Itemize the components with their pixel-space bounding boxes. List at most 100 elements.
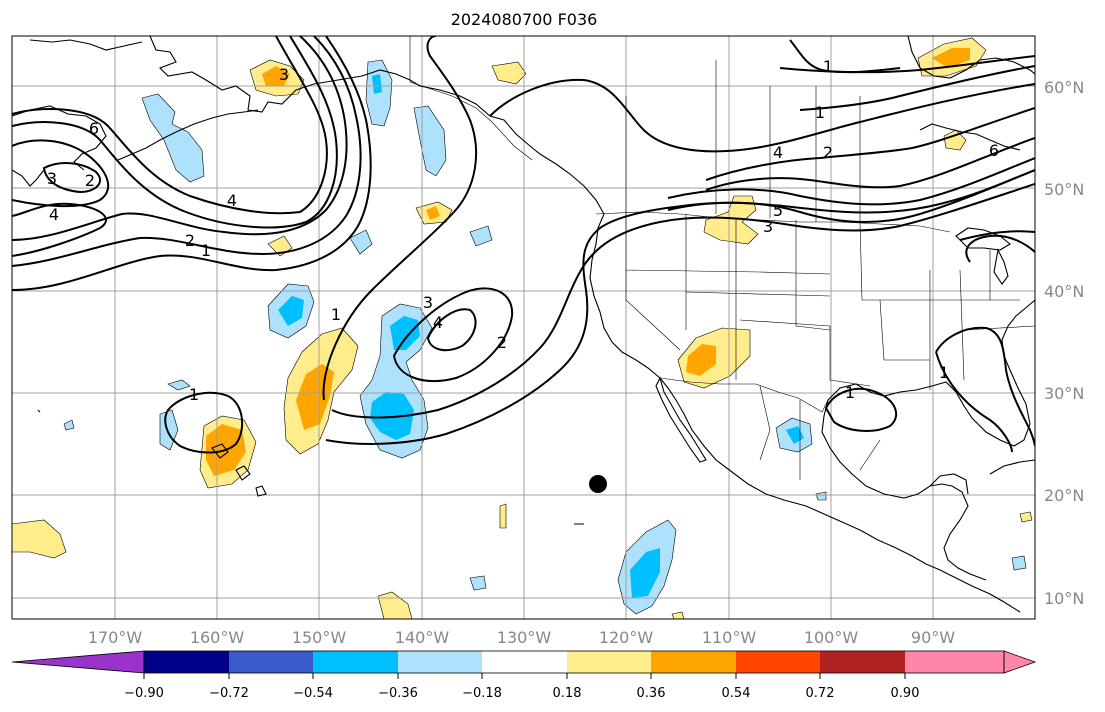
contour-line	[12, 139, 110, 208]
contour-line	[42, 162, 101, 194]
contour-line	[667, 169, 1035, 223]
contour-label: 3	[47, 169, 57, 188]
contour-line	[959, 230, 1035, 241]
colorbar-tick-label: −0.54	[293, 686, 333, 701]
lon-label: 140°W	[395, 628, 450, 647]
contour-line	[489, 78, 1035, 153]
shaded-regions	[12, 37, 1033, 619]
contour-label: 2	[85, 171, 95, 190]
shade-positive-mid	[932, 48, 970, 68]
contour-label: 3	[763, 217, 773, 236]
political-borders	[409, 36, 1035, 480]
colorbar-tick-label: −0.72	[209, 686, 249, 701]
longitude-labels: 170°W 160°W 150°W 140°W 130°W 120°W 110°…	[88, 628, 955, 647]
lake-superior	[955, 227, 1011, 251]
lat-label: 20°N	[1044, 486, 1084, 505]
contour-label: 5	[773, 201, 783, 220]
colorbar-tick-labels: −0.90 −0.72 −0.54 −0.36 −0.18 0.18 0.36 …	[124, 686, 919, 701]
shade-negative-mid	[630, 548, 660, 598]
coastline-gulf	[827, 299, 1035, 447]
colorbar-tick-label: −0.18	[462, 686, 502, 701]
lake-michigan	[993, 248, 1009, 285]
lon-label: 170°W	[88, 628, 143, 647]
coastline-hudson-south	[919, 123, 1021, 151]
contour-line	[325, 169, 1035, 445]
colorbar-tick-label: 0.90	[891, 686, 920, 701]
contour-label: 3	[279, 65, 289, 84]
colorbar-tick-label: 0.18	[553, 686, 582, 701]
contour-line	[331, 183, 1035, 419]
colorbar-tick-label: 0.54	[722, 686, 751, 701]
shade-negative-light	[167, 379, 191, 391]
contour-line	[12, 36, 348, 241]
lon-label: 160°W	[190, 628, 245, 647]
shade-negative-mid	[278, 296, 304, 326]
colorbar-segment	[398, 651, 482, 673]
contour-label: 2	[497, 333, 507, 352]
colorbar-segment	[736, 651, 820, 673]
shade-negative-light	[141, 93, 205, 183]
contour-label: 1	[189, 385, 199, 404]
border-states	[625, 212, 1035, 390]
shade-positive-light	[671, 611, 685, 619]
contour-line	[12, 202, 107, 257]
coastline-chukotka	[29, 39, 143, 51]
shade-positive-mid	[262, 66, 290, 86]
shade-positive-light	[703, 195, 759, 245]
contour-line	[789, 39, 901, 74]
border-alaska-canada	[409, 36, 533, 161]
shade-negative-mid	[372, 74, 382, 94]
lon-label: 120°W	[599, 628, 654, 647]
island-small	[37, 409, 584, 525]
colorbar-extend-left	[11, 650, 145, 674]
contour-line	[12, 36, 338, 229]
colorbar-tick-label: 0.72	[806, 686, 835, 701]
contour-label: 1	[331, 305, 341, 324]
shade-positive-light	[1019, 511, 1033, 523]
contour-line	[935, 326, 1035, 453]
coastline-mexico-east	[821, 399, 987, 581]
contour-line	[164, 391, 244, 454]
contour-line	[705, 107, 1035, 181]
contour-label: 6	[89, 119, 99, 138]
coastline-siberia	[12, 105, 107, 171]
colorbar-segment	[820, 651, 905, 673]
shade-positive-mid	[426, 206, 440, 220]
latitude-labels: 60°N 50°N 40°N 30°N 20°N 10°N	[1044, 78, 1084, 608]
colorbar-segment	[229, 651, 313, 673]
contour-line	[12, 36, 362, 267]
coastline-kamchatka	[12, 169, 45, 187]
contour-label: 6	[989, 141, 999, 160]
contour-line	[824, 387, 898, 432]
colorbar-tick-label: 0.36	[637, 686, 666, 701]
lon-label: 130°W	[497, 628, 552, 647]
contour-label: 2	[185, 231, 195, 250]
contour-line	[426, 308, 477, 352]
colorbar-segment	[905, 651, 1004, 673]
coastline-us-west	[589, 213, 1021, 613]
colorbar-segment	[482, 651, 567, 673]
colorbar-frame	[143, 650, 1005, 674]
shade-positive-light	[12, 519, 67, 559]
border-canada-provinces	[625, 60, 861, 222]
coastline-aleutians	[117, 109, 259, 161]
shade-positive-light	[499, 503, 507, 529]
map-panel: 6 3 2 4 4 2 1 3 1 3 4 2 1 1 1 4 2 5 3 6 …	[12, 36, 1035, 619]
lon-label: 110°W	[702, 628, 757, 647]
colorbar-segment	[144, 651, 229, 673]
contour-line	[779, 55, 1035, 74]
shade-negative-light	[469, 575, 487, 591]
shade-negative-mid	[390, 316, 420, 350]
contour-line	[799, 65, 1035, 111]
shade-positive-light	[943, 129, 967, 151]
contour-lines	[12, 36, 1035, 454]
colorbar-tick-label: −0.90	[124, 686, 164, 701]
contour-label: 1	[201, 241, 211, 260]
colorbar-extend-right	[1003, 650, 1037, 674]
lon-label: 150°W	[292, 628, 347, 647]
colorbar-segment	[313, 651, 398, 673]
border-mexico-states	[759, 385, 881, 480]
colorbar-tick-label: −0.36	[378, 686, 418, 701]
shade-negative-light	[63, 419, 75, 431]
